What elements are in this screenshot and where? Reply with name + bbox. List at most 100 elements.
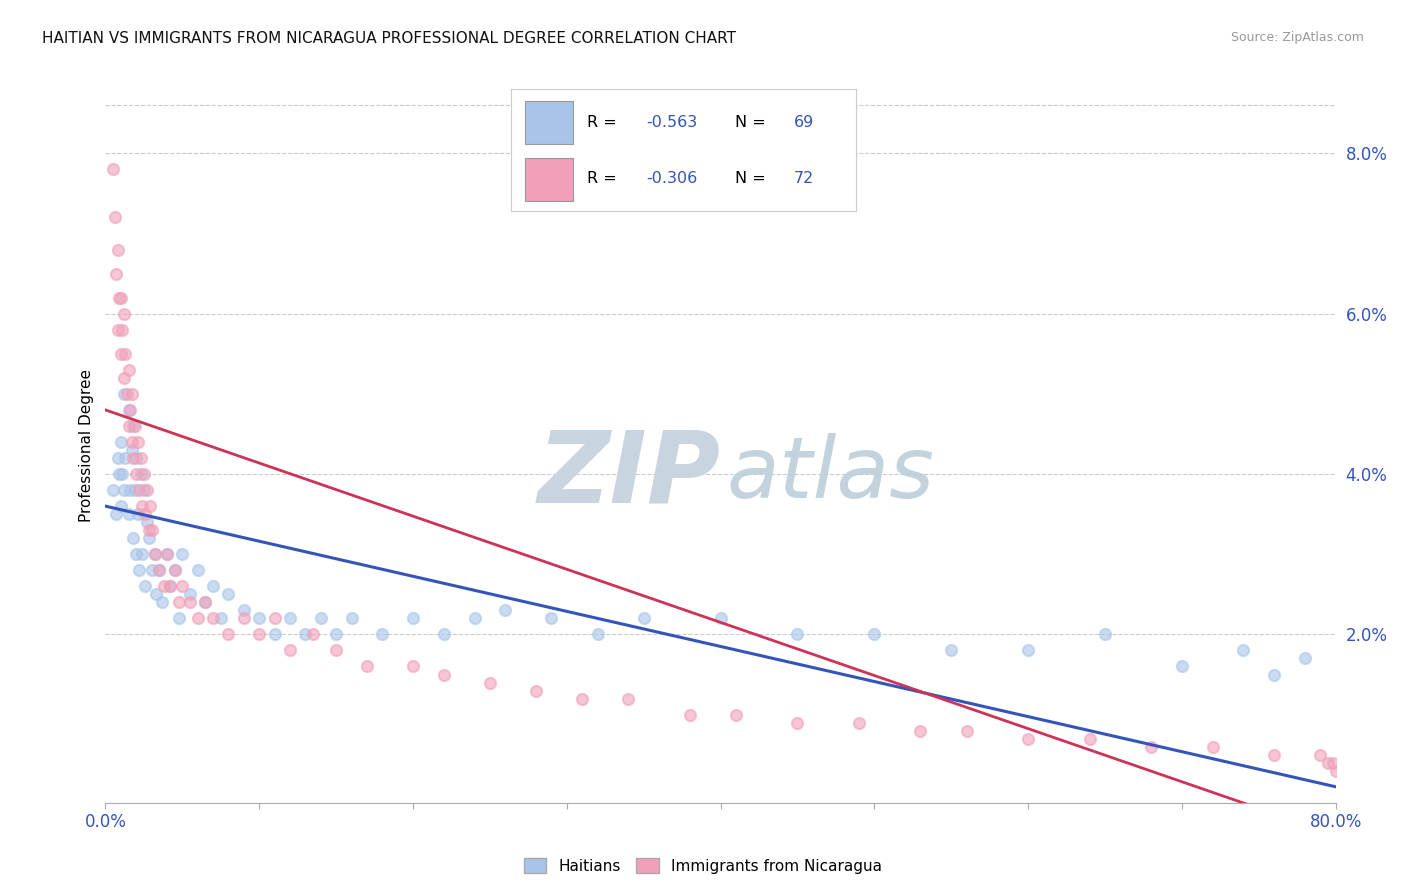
Point [1263, 747, 1285, 762]
Point [112, 387, 135, 401]
Point [131, 547, 153, 561]
Point [247, 611, 270, 625]
Point [136, 515, 159, 529]
Point [112, 371, 135, 385]
Point [325, 643, 347, 657]
Point [1201, 739, 1223, 754]
Point [114, 347, 136, 361]
Point [524, 683, 547, 698]
Point [679, 707, 702, 722]
Point [107, 323, 129, 337]
Point [786, 715, 808, 730]
Point [138, 531, 160, 545]
Point [1017, 731, 1039, 746]
Point [402, 611, 425, 625]
Point [132, 467, 155, 481]
Point [143, 547, 166, 561]
Point [148, 563, 170, 577]
Point [111, 323, 134, 337]
Point [107, 450, 129, 465]
Point [125, 450, 148, 465]
Point [209, 611, 232, 625]
Point [633, 611, 655, 625]
Point [172, 547, 194, 561]
Point [141, 563, 163, 577]
Point [494, 603, 516, 617]
Point [172, 579, 194, 593]
Point [120, 483, 141, 497]
Point [117, 507, 139, 521]
Point [478, 675, 501, 690]
Point [117, 363, 139, 377]
Point [356, 659, 378, 673]
Point [110, 435, 132, 450]
Point [122, 450, 145, 465]
Point [111, 467, 134, 481]
Point [129, 450, 152, 465]
Point [724, 707, 747, 722]
Point [263, 611, 285, 625]
Point [586, 627, 609, 641]
Point [617, 691, 640, 706]
Point [163, 563, 186, 577]
Point [910, 723, 932, 738]
Point [202, 579, 225, 593]
Point [132, 483, 155, 497]
Point [115, 387, 138, 401]
Point [122, 531, 145, 545]
Point [124, 419, 146, 434]
Point [138, 523, 160, 537]
Point [179, 595, 201, 609]
Point [124, 483, 146, 497]
Point [139, 499, 162, 513]
Point [107, 243, 129, 257]
Point [218, 627, 240, 641]
Point [117, 403, 139, 417]
Point [1309, 747, 1331, 762]
Point [150, 595, 173, 609]
Point [112, 307, 135, 321]
Point [112, 483, 135, 497]
Point [1322, 756, 1344, 770]
Point [101, 483, 124, 497]
Point [104, 211, 127, 225]
Point [143, 547, 166, 561]
Point [121, 435, 143, 450]
Point [464, 611, 486, 625]
Point [1017, 643, 1039, 657]
Point [156, 547, 179, 561]
Point [863, 627, 886, 641]
Point [125, 467, 148, 481]
Point [141, 523, 163, 537]
Point [128, 483, 150, 497]
Text: ZIP: ZIP [537, 426, 721, 523]
Point [433, 667, 456, 681]
Point [710, 611, 733, 625]
Point [202, 611, 225, 625]
Point [232, 611, 254, 625]
Point [122, 419, 145, 434]
Point [110, 499, 132, 513]
Point [121, 442, 143, 457]
Point [247, 627, 270, 641]
Point [145, 587, 167, 601]
Point [114, 450, 136, 465]
Point [848, 715, 870, 730]
Point [127, 435, 149, 450]
Point [433, 627, 456, 641]
Point [134, 579, 156, 593]
Point [110, 291, 132, 305]
Point [187, 611, 209, 625]
Legend: Haitians, Immigrants from Nicaragua: Haitians, Immigrants from Nicaragua [517, 852, 889, 880]
Point [371, 627, 394, 641]
Point [232, 603, 254, 617]
Point [325, 627, 347, 641]
Point [1078, 731, 1101, 746]
Point [218, 587, 240, 601]
Point [340, 611, 363, 625]
Text: atlas: atlas [727, 433, 935, 516]
Point [148, 563, 170, 577]
Point [1232, 643, 1254, 657]
Point [117, 419, 139, 434]
Point [1324, 764, 1347, 778]
